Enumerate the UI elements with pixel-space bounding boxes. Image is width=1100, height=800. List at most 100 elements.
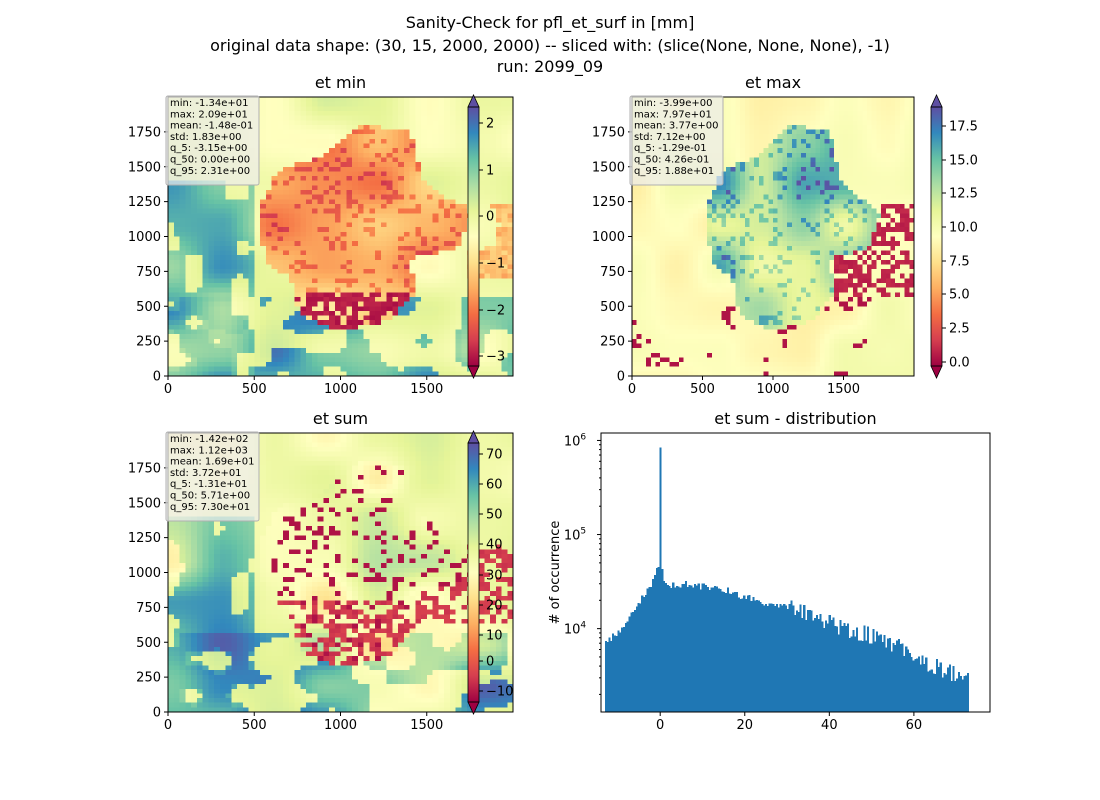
heatmap-cell: [415, 348, 422, 354]
heatmap-cell: [288, 124, 295, 130]
heatmap-cell: [791, 157, 797, 163]
heatmap-cell: [357, 334, 364, 340]
heatmap-cell: [507, 264, 514, 270]
heatmap-cell: [260, 352, 267, 358]
heatmap-cell: [277, 343, 284, 349]
heatmap-cell: [415, 283, 422, 289]
heatmap-cell: [306, 97, 313, 103]
heatmap-cell: [352, 371, 359, 377]
heatmap-cell: [501, 264, 508, 270]
heatmap-cell: [202, 334, 209, 340]
heatmap-cell: [334, 227, 341, 233]
heatmap-cell: [386, 222, 393, 228]
heatmap-cell: [225, 292, 232, 298]
heatmap-cell: [334, 343, 341, 349]
heatmap-cell: [415, 306, 422, 312]
heatmap-cell: [260, 97, 267, 103]
heatmap-cell: [773, 138, 779, 144]
heatmap-cell: [403, 199, 410, 205]
heatmap-cell: [346, 134, 353, 140]
heatmap-cell: [740, 190, 746, 196]
heatmap-cell: [449, 231, 456, 237]
heatmap-cell: [225, 269, 232, 275]
heatmap-cell: [403, 352, 410, 358]
heatmap-cell: [271, 213, 278, 219]
heatmap-cell: [242, 283, 249, 289]
heatmap-cell: [801, 124, 807, 130]
heatmap-cell: [885, 152, 891, 158]
heatmap-cell: [669, 194, 675, 200]
heatmap-cell: [288, 180, 295, 186]
heatmap-cell: [432, 199, 439, 205]
heatmap-cell: [237, 241, 244, 247]
heatmap-cell: [237, 273, 244, 279]
heatmap-cell: [380, 138, 387, 144]
heatmap-cell: [202, 190, 209, 196]
heatmap-cell: [340, 324, 347, 330]
heatmap-cell: [260, 236, 267, 242]
heatmap-cell: [248, 352, 255, 358]
heatmap-cell: [265, 171, 272, 177]
heatmap-cell: [334, 129, 341, 135]
heatmap-cell: [363, 362, 370, 368]
heatmap-cell: [796, 194, 802, 200]
heatmap-cell: [380, 97, 387, 103]
heatmap-cell: [265, 97, 272, 103]
heatmap-cell: [495, 171, 502, 177]
heatmap-cell: [334, 245, 341, 251]
heatmap-cell: [191, 324, 198, 330]
heatmap-cell: [265, 166, 272, 172]
heatmap-cell: [478, 190, 485, 196]
heatmap-cell: [501, 273, 508, 279]
heatmap-cell: [323, 324, 330, 330]
heatmap-cell: [426, 255, 433, 261]
heatmap-cell: [495, 245, 502, 251]
heatmap-cell: [403, 222, 410, 228]
heatmap-cell: [636, 194, 642, 200]
heatmap-cell: [782, 180, 788, 186]
heatmap-cell: [461, 176, 468, 182]
heatmap-cell: [300, 222, 307, 228]
heatmap-cell: [317, 348, 324, 354]
heatmap-cell: [484, 245, 491, 251]
heatmap-cell: [346, 166, 353, 172]
heatmap-cell: [829, 152, 835, 158]
heatmap-cell: [768, 176, 774, 182]
heatmap-cell: [283, 138, 290, 144]
heatmap-cell: [444, 166, 451, 172]
heatmap-cell: [237, 324, 244, 330]
heatmap-cell: [237, 245, 244, 251]
heatmap-cell: [311, 115, 318, 121]
heatmap-cell: [208, 324, 215, 330]
heatmap-cell: [805, 176, 811, 182]
heatmap-cell: [242, 264, 249, 270]
heatmap-cell: [225, 199, 232, 205]
heatmap-cell: [231, 227, 238, 233]
heatmap-cell: [415, 115, 422, 121]
heatmap-cell: [810, 171, 816, 177]
heatmap-cell: [231, 250, 238, 256]
heatmap-cell: [208, 245, 215, 251]
heatmap-cell: [386, 148, 393, 154]
heatmap-cell: [478, 259, 485, 265]
heatmap-cell: [173, 264, 180, 270]
heatmap-cell: [478, 324, 485, 330]
heatmap-cell: [444, 366, 451, 372]
heatmap-cell: [288, 101, 295, 107]
heatmap-cell: [173, 371, 180, 377]
heatmap-cell: [495, 320, 502, 326]
heatmap-cell: [721, 115, 727, 121]
heatmap-cell: [773, 124, 779, 130]
heatmap-cell: [173, 236, 180, 242]
heatmap-cell: [838, 162, 844, 168]
heatmap-cell: [237, 310, 244, 316]
heatmap-cell: [294, 329, 301, 335]
heatmap-cell: [185, 278, 192, 284]
heatmap-cell: [306, 269, 313, 275]
heatmap-cell: [909, 129, 915, 135]
heatmap-cell: [202, 366, 209, 372]
heatmap-cell: [444, 138, 451, 144]
heatmap-cell: [787, 190, 793, 196]
heatmap-cell: [219, 287, 226, 293]
heatmap-cell: [403, 264, 410, 270]
